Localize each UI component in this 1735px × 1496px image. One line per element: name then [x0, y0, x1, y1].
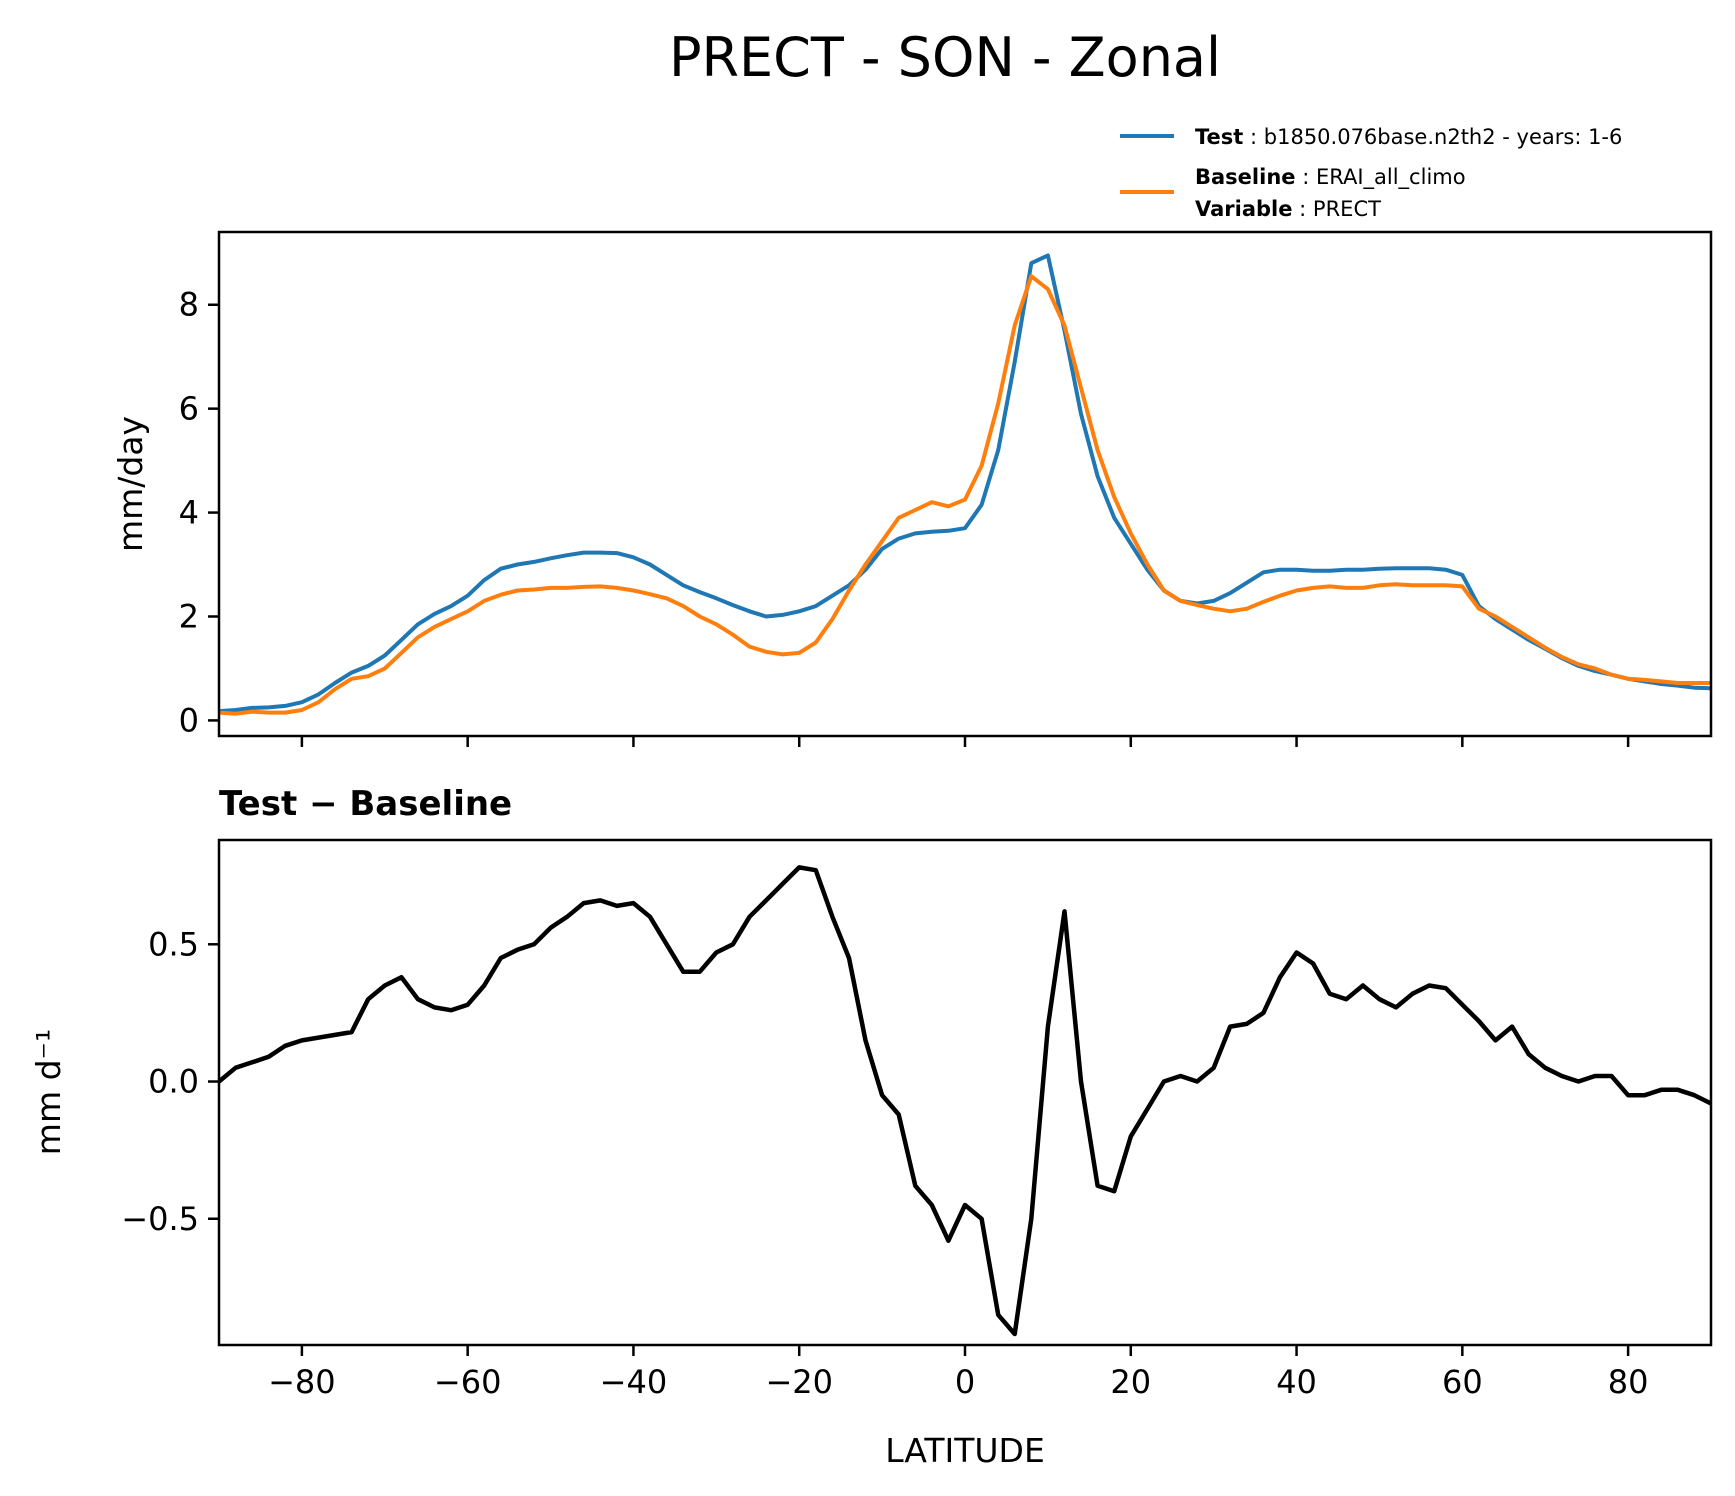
legend-entry-baseline: Baseline : ERAI_all_climo	[1195, 165, 1466, 190]
bot-xtick-label: −80	[268, 1363, 336, 1401]
top-panel: 0 2 4 6 8 mm/day	[111, 230, 1713, 747]
bot-xtick-label: 80	[1608, 1363, 1649, 1401]
top-ytick-label: 4	[179, 494, 199, 532]
top-ylabel: mm/day	[111, 416, 150, 552]
bot-ytick-label: 0.0	[148, 1063, 199, 1101]
top-ytick-label: 0	[179, 701, 199, 739]
top-series-test-line	[219, 253, 1711, 714]
top-ytick-label: 8	[179, 286, 199, 324]
bot-series-difference-line	[219, 865, 1711, 1337]
chart-title: PRECT - SON - Zonal	[669, 26, 1221, 89]
bottom-axes-frame	[217, 838, 1713, 1347]
legend: Test : b1850.076base.n2th2 - years: 1-6 …	[1120, 125, 1622, 221]
bot-xtick-label: −40	[600, 1363, 668, 1401]
legend-entry-variable: Variable : PRECT	[1195, 197, 1381, 221]
bot-ytick-label: −0.5	[121, 1200, 199, 1238]
bot-xtick-label: 20	[1110, 1363, 1151, 1401]
top-ytick-label: 2	[179, 597, 199, 635]
bot-xtick-label: −20	[765, 1363, 833, 1401]
top-ytick-label: 6	[179, 390, 199, 428]
bot-xtick-label: 60	[1442, 1363, 1483, 1401]
bottom-panel: Test − Baseline −0.5 0.0 0.5 −80 −60 −40 −20 0…	[29, 784, 1713, 1470]
top-series-baseline-line	[219, 274, 1711, 716]
bottom-title: Test − Baseline	[219, 784, 512, 824]
legend-entry-test: Test : b1850.076base.n2th2 - years: 1-6	[1195, 125, 1622, 149]
bot-xtick-label: 0	[955, 1363, 975, 1401]
bottom-ylabel: mm d⁻¹	[29, 1029, 68, 1155]
bot-ytick-label: 0.5	[148, 925, 199, 963]
top-axes-frame	[217, 230, 1713, 738]
x-axis-label: LATITUDE	[885, 1431, 1045, 1470]
bot-xtick-label: −60	[434, 1363, 502, 1401]
bot-xtick-label: 40	[1276, 1363, 1317, 1401]
